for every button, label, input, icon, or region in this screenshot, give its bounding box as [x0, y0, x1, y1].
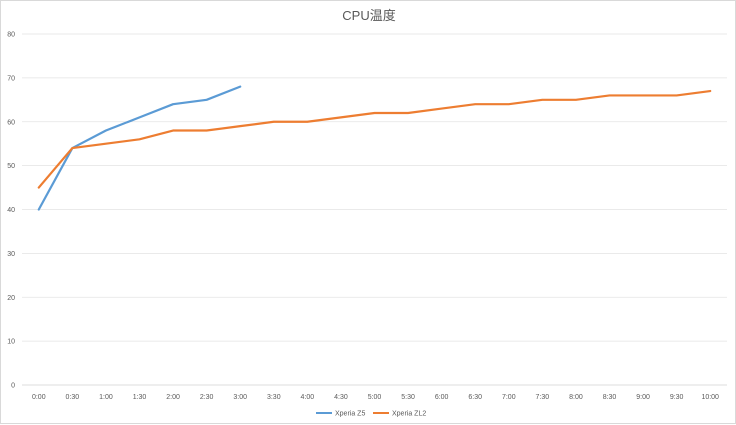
chart-title: CPU温度 — [342, 8, 395, 23]
x-tick-label: 5:30 — [401, 394, 415, 401]
legend: Xperia Z5 Xperia ZL2 — [316, 411, 426, 418]
y-tick-label: 10 — [7, 339, 15, 346]
x-tick-label: 2:00 — [166, 394, 180, 401]
x-tick-label: 0:30 — [66, 394, 80, 401]
x-tick-label: 4:00 — [301, 394, 315, 401]
legend-label: Xperia ZL2 — [392, 411, 426, 418]
axes: 0 10 20 30 40 50 60 70 80 0:00 0:30 1:00 1:30 2:00 2:3… — [7, 32, 727, 402]
y-tick-label: 60 — [7, 119, 15, 126]
x-tick-label: 8:30 — [603, 394, 617, 401]
x-tick-label: 8:00 — [569, 394, 583, 401]
x-tick-label: 1:30 — [133, 394, 147, 401]
x-tick-label: 7:00 — [502, 394, 516, 401]
y-tick-label: 70 — [7, 75, 15, 82]
y-tick-label: 0 — [11, 383, 15, 390]
x-tick-label: 2:30 — [200, 394, 214, 401]
series-lines — [39, 87, 710, 210]
x-tick-label: 5:00 — [368, 394, 382, 401]
y-tick-label: 50 — [7, 163, 15, 170]
x-tick-label: 9:30 — [670, 394, 684, 401]
x-tick-label: 9:00 — [636, 394, 650, 401]
x-tick-label: 1:00 — [99, 394, 113, 401]
x-tick-label: 6:30 — [468, 394, 482, 401]
y-tick-label: 80 — [7, 32, 15, 39]
x-tick-label: 0:00 — [32, 394, 46, 401]
legend-label: Xperia Z5 — [335, 411, 365, 418]
gridlines — [22, 34, 727, 341]
y-tick-label: 30 — [7, 251, 15, 258]
x-tick-label: 6:00 — [435, 394, 449, 401]
x-tick-label: 7:30 — [536, 394, 550, 401]
series-line-0 — [39, 87, 240, 210]
y-tick-label: 40 — [7, 207, 15, 214]
x-tick-label: 4:30 — [334, 394, 348, 401]
x-tick-label: 3:30 — [267, 394, 281, 401]
x-tick-label: 3:00 — [233, 394, 247, 401]
x-tick-label: 10:00 — [701, 394, 719, 401]
y-tick-label: 20 — [7, 295, 15, 302]
